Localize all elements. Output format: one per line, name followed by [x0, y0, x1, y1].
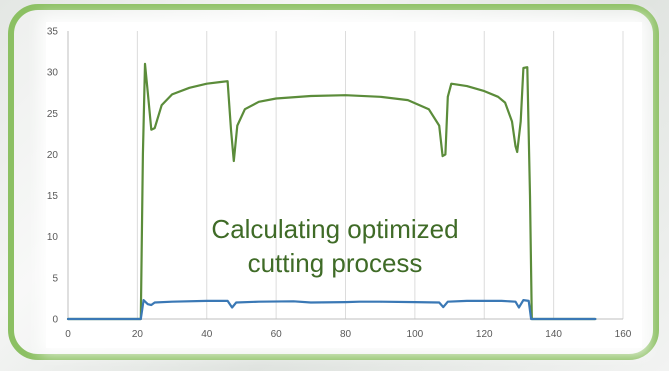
y-tick-label: 35: [47, 27, 59, 38]
x-tick-label: 40: [201, 329, 213, 340]
y-tick-label: 0: [52, 315, 58, 326]
x-tick-label: 160: [615, 329, 632, 340]
overlay-line-2: cutting process: [247, 248, 423, 278]
status-overlay: Calculating optimized cutting process: [150, 212, 520, 280]
y-tick-label: 10: [47, 232, 59, 243]
x-tick-label: 120: [476, 329, 493, 340]
y-tick-label: 5: [52, 273, 58, 284]
y-tick-label: 30: [47, 68, 59, 79]
overlay-line-1: Calculating optimized: [211, 214, 459, 244]
x-tick-label: 80: [340, 329, 352, 340]
series-lines: [66, 62, 597, 321]
grid-lines: [136, 31, 624, 319]
x-tick-label: 140: [545, 329, 562, 340]
x-tick-label: 0: [65, 329, 71, 340]
series-line-2: [66, 299, 597, 321]
x-tick-label: 100: [407, 329, 424, 340]
x-tick-label: 60: [271, 329, 283, 340]
y-tick-label: 15: [47, 191, 59, 202]
x-tick-label: 20: [132, 329, 144, 340]
y-tick-label: 20: [47, 150, 59, 161]
y-tick-label: 25: [47, 109, 59, 120]
series-line-1: [66, 62, 597, 321]
tick-labels: 0 20 40 60 80 100 120 140 160 0 5 10 15 20 25 30 35: [47, 27, 632, 341]
